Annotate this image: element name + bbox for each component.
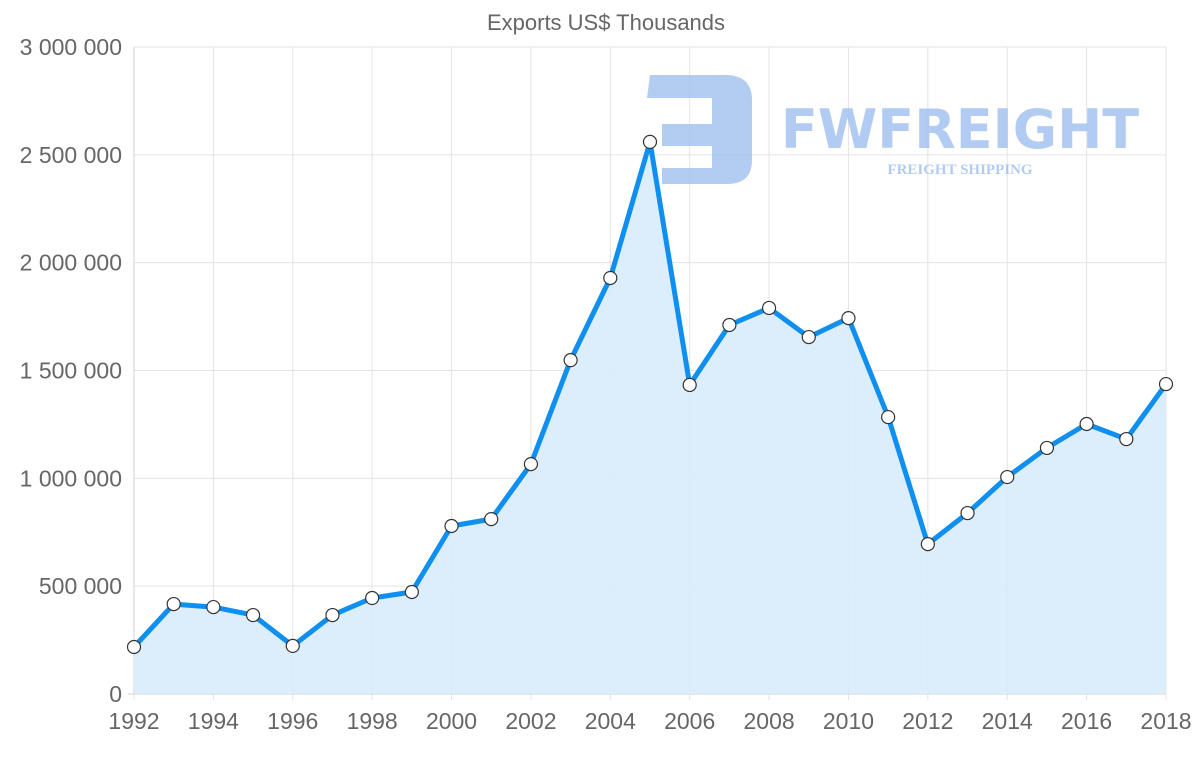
data-point[interactable] bbox=[1039, 440, 1055, 456]
y-tick-label: 1 500 000 bbox=[20, 358, 122, 384]
data-point[interactable] bbox=[563, 353, 578, 368]
x-tick-label: 2018 bbox=[1140, 708, 1191, 734]
data-point[interactable] bbox=[920, 537, 935, 552]
data-point[interactable] bbox=[404, 584, 419, 600]
y-tick-label: 3 000 000 bbox=[20, 34, 122, 60]
data-point[interactable] bbox=[1158, 376, 1174, 392]
data-point[interactable] bbox=[206, 599, 221, 615]
data-point[interactable] bbox=[126, 639, 142, 655]
x-tick-label: 1996 bbox=[267, 708, 318, 734]
y-tick-label: 500 000 bbox=[39, 573, 122, 599]
area-fill bbox=[134, 141, 1166, 694]
x-tick-label: 1994 bbox=[188, 708, 239, 734]
chart-title: Exports US$ Thousands bbox=[487, 10, 725, 35]
x-tick-label: 2002 bbox=[505, 708, 556, 734]
data-points bbox=[126, 134, 1174, 655]
data-point[interactable] bbox=[722, 317, 737, 333]
data-point[interactable] bbox=[801, 329, 816, 345]
data-point[interactable] bbox=[761, 300, 777, 316]
data-point[interactable] bbox=[166, 596, 181, 612]
x-tick-label: 1992 bbox=[108, 708, 159, 734]
y-tick-label: 0 bbox=[109, 681, 122, 707]
y-tick-label: 2 500 000 bbox=[20, 142, 122, 168]
x-axis-ticks: 1992 1994 1996 1998 2000 2002 2004 2006 2008 2010… bbox=[108, 708, 1191, 734]
data-point[interactable] bbox=[841, 310, 856, 326]
data-point[interactable] bbox=[960, 505, 975, 521]
x-tick-label: 2012 bbox=[902, 708, 953, 734]
y-tick-label: 1 000 000 bbox=[20, 465, 122, 491]
data-point[interactable] bbox=[881, 409, 896, 425]
x-tick-label: 1998 bbox=[347, 708, 398, 734]
y-axis-ticks: 0 500 000 1 000 000 1 500 000 2 000 000 2 500… bbox=[20, 34, 122, 707]
watermark-tagline: FREIGHT SHIPPING bbox=[887, 162, 1032, 178]
data-point[interactable] bbox=[603, 270, 618, 286]
data-point[interactable] bbox=[245, 607, 261, 623]
x-tick-label: 2006 bbox=[664, 708, 715, 734]
x-tick-label: 2008 bbox=[743, 708, 794, 734]
logo-mark-icon bbox=[647, 75, 752, 184]
x-tick-label: 2016 bbox=[1061, 708, 1112, 734]
data-point[interactable] bbox=[1000, 469, 1015, 485]
data-point[interactable] bbox=[682, 377, 697, 393]
data-point[interactable] bbox=[1119, 431, 1134, 447]
data-point[interactable] bbox=[365, 590, 380, 606]
x-tick-label: 2014 bbox=[982, 708, 1033, 734]
watermark-brand: FWFREIGHT bbox=[781, 98, 1139, 161]
x-tick-label: 2004 bbox=[585, 708, 636, 734]
y-tick-label: 2 000 000 bbox=[20, 250, 122, 276]
data-point[interactable] bbox=[1079, 416, 1094, 432]
x-tick-label: 2010 bbox=[823, 708, 874, 734]
data-point[interactable] bbox=[523, 456, 539, 472]
x-tick-label: 2000 bbox=[426, 708, 477, 734]
data-point[interactable] bbox=[285, 638, 300, 654]
watermark-logo: FWFREIGHT FREIGHT SHIPPING bbox=[647, 75, 1139, 184]
data-point[interactable] bbox=[444, 518, 459, 534]
data-point[interactable] bbox=[642, 134, 658, 149]
data-point[interactable] bbox=[325, 607, 340, 623]
data-point[interactable] bbox=[484, 511, 499, 527]
